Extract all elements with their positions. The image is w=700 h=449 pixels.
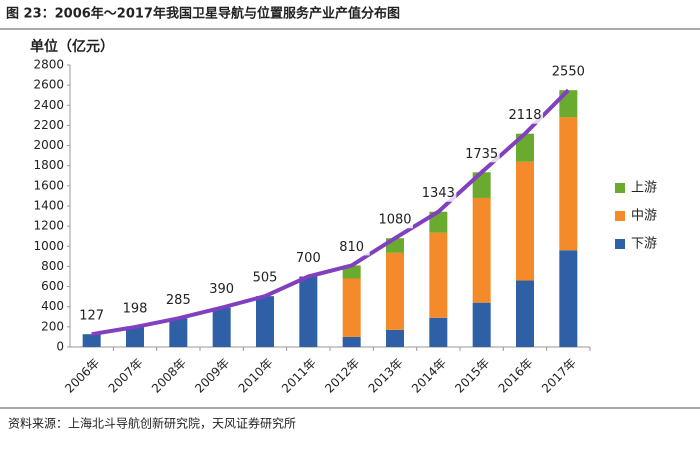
x-tick-label: 2015年: [452, 356, 492, 396]
bar-segment: [516, 133, 534, 162]
y-tick-label: 1400: [33, 199, 64, 213]
y-tick-label: 1600: [33, 178, 64, 192]
label-bg: [377, 212, 413, 229]
data-label: 2118: [508, 108, 541, 123]
bar-segment: [212, 307, 231, 347]
y-tick-label: 800: [41, 259, 64, 273]
bar-segment: [472, 197, 491, 303]
data-label: 2550: [552, 65, 585, 80]
label-bg: [247, 270, 283, 287]
data-label: 700: [296, 251, 321, 266]
data-label: 1735: [465, 147, 498, 162]
source: 资料来源：上海北斗导航创新研究院，天风证券研究所: [8, 416, 296, 431]
bar-segment: [342, 336, 361, 347]
y-tick-label: 1800: [33, 158, 64, 172]
x-tick-label: 2007年: [106, 356, 146, 396]
y-tick-label: 2000: [33, 138, 64, 152]
bar-segment: [429, 211, 448, 233]
y-tick-label: 2200: [33, 118, 64, 132]
bar-segment: [516, 280, 534, 347]
legend-label: 上游: [631, 181, 657, 196]
data-label: 1343: [422, 186, 455, 201]
label-bg: [550, 64, 587, 81]
y-tick-label: 600: [41, 279, 64, 293]
bar-segment: [342, 278, 361, 337]
legend-swatch: [615, 183, 625, 193]
bar-segment: [559, 250, 578, 347]
y-tick-label: 2600: [33, 78, 64, 92]
bar-segment: [299, 276, 318, 347]
caption: 图 23：2006年～2017年我国卫星导航与位置服务产业产值分布图: [6, 6, 400, 22]
x-tick-label: 2014年: [409, 356, 449, 396]
x-tick-label: 2012年: [322, 356, 362, 396]
data-label: 198: [123, 302, 148, 317]
x-tick-label: 2009年: [192, 356, 232, 396]
label-bg: [463, 146, 500, 163]
x-tick-label: 2017年: [539, 356, 579, 396]
label-bg: [117, 301, 153, 318]
bar-segment: [256, 296, 274, 347]
legend-label: 中游: [631, 209, 657, 224]
y-tick-label: 2800: [33, 58, 64, 72]
label-bg: [160, 292, 197, 309]
bar-segment: [126, 327, 144, 347]
data-label: 285: [166, 293, 191, 308]
legend-swatch: [615, 239, 625, 249]
x-tick-label: 2011年: [279, 356, 319, 396]
label-bg: [73, 308, 110, 325]
data-label: 1080: [378, 213, 411, 228]
data-label: 127: [79, 309, 104, 324]
bar-segment: [386, 329, 404, 347]
data-label: 390: [209, 282, 234, 297]
y-axis-label: 单位（亿元）: [30, 38, 114, 55]
bar-segment: [342, 265, 361, 279]
label-bg: [290, 250, 327, 267]
y-tick-label: 2400: [33, 98, 64, 112]
bar-segment: [386, 252, 404, 330]
bar-segment: [429, 317, 448, 347]
y-tick-label: 1200: [33, 219, 64, 233]
y-tick-label: 400: [41, 299, 64, 313]
y-tick-label: 1000: [33, 239, 64, 253]
bar-segment: [169, 318, 188, 347]
y-tick-label: 200: [41, 319, 64, 333]
legend-label: 下游: [631, 237, 657, 252]
bar-segment: [429, 232, 448, 318]
total-line: [91, 88, 570, 337]
bar-segment: [82, 334, 101, 347]
bar-segment: [559, 117, 578, 251]
y-tick-label: 0: [56, 340, 64, 354]
data-label: 505: [253, 271, 278, 286]
label-bg: [507, 107, 543, 124]
x-tick-label: 2016年: [496, 356, 536, 396]
label-bg: [203, 281, 240, 298]
x-tick-label: 2010年: [236, 356, 276, 396]
data-label: 810: [339, 240, 364, 255]
x-tick-label: 2006年: [62, 356, 102, 396]
label-bg: [333, 239, 370, 256]
x-tick-label: 2013年: [366, 356, 406, 396]
legend-swatch: [615, 211, 625, 221]
bar-segment: [516, 161, 534, 281]
x-tick-label: 2008年: [149, 356, 189, 396]
bar-segment: [472, 302, 491, 347]
label-bg: [420, 185, 457, 202]
